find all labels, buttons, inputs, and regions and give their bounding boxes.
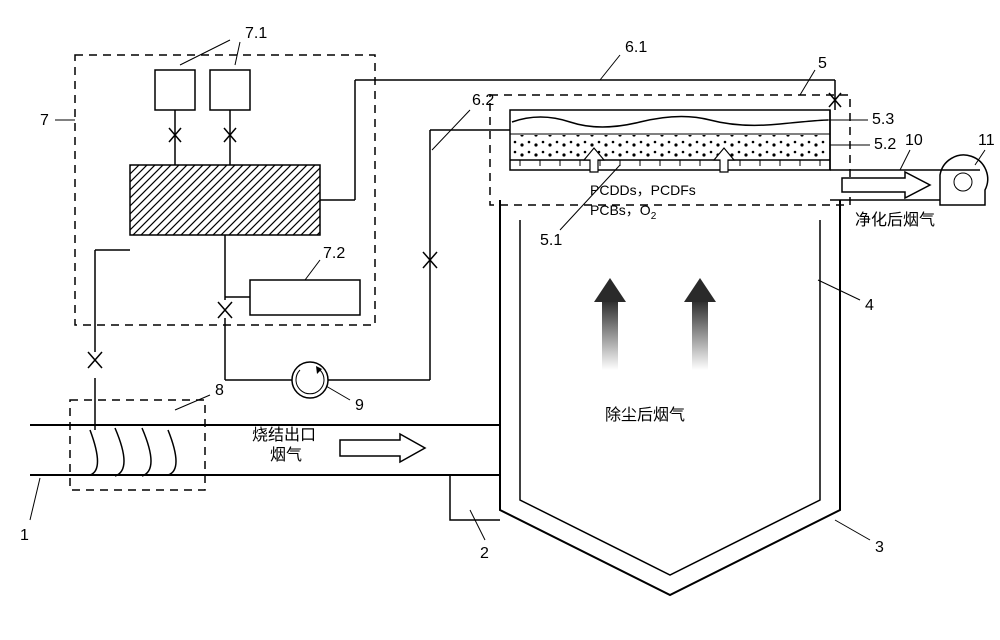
dedust-arrows [594,278,716,370]
num-53: 5.3 [872,111,894,128]
unit-72 [250,280,360,315]
num-3: 3 [875,539,884,556]
sinter-arrow [340,434,425,462]
num-62: 6.2 [472,92,494,109]
num-2: 2 [480,545,489,562]
num-61: 6.1 [625,39,647,56]
num-7: 7 [40,112,49,129]
num-1: 1 [20,527,29,544]
num-11: 11 [978,132,995,149]
tank-hopper [500,200,840,595]
pipe-2 [450,475,500,520]
chem-line2: PCBs，O2 [590,202,657,222]
purified-arrow [842,172,930,198]
num-10: 10 [905,132,923,149]
num-8: 8 [215,382,224,399]
num-9: 9 [355,397,364,414]
pump [292,362,328,398]
num-4: 4 [865,297,874,314]
mixer [130,165,355,260]
sinter-l1: 烧结出口 [252,426,316,444]
tanks-71 [155,70,250,165]
sinter-l2: 烟气 [270,446,302,464]
num-52: 5.2 [874,136,896,153]
reactor-internals [510,110,830,172]
heat-exchanger-box [70,400,205,490]
coil [90,378,176,476]
num-72: 7.2 [323,245,345,262]
leaders [30,40,985,540]
dedust-label: 除尘后烟气 [605,406,685,424]
num-51: 5.1 [540,232,562,249]
chem-line1: PCDDs，PCDFs [590,182,696,198]
num-5: 5 [818,55,827,72]
purified-label: 净化后烟气 [855,211,935,229]
blower [940,155,988,205]
diagram-root: PCDDs，PCDFs PCBs，O2 烧结出口 烟气 除尘后烟气 净化后烟气 [0,0,1000,640]
num-71: 7.1 [245,25,267,42]
